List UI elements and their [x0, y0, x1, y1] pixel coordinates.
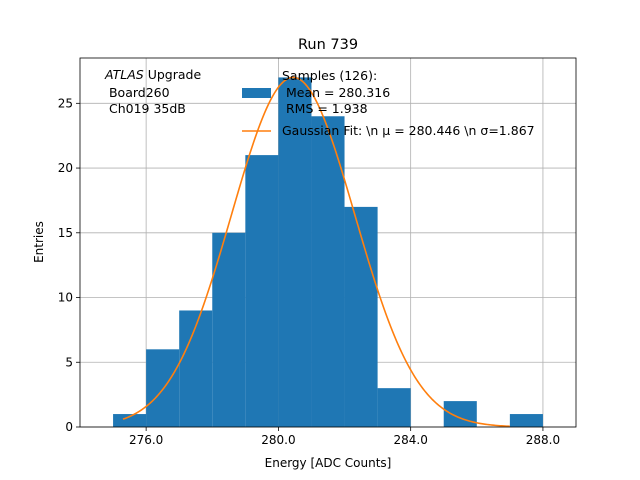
legend-fit-label: Gaussian Fit: \n μ = 280.446 \n σ=1.867: [282, 123, 535, 138]
x-axis-label: Energy [ADC Counts]: [265, 456, 392, 470]
chart-title: Run 739: [298, 37, 358, 53]
x-tick-label: 288.0: [526, 433, 560, 447]
x-tick-label: 284.0: [393, 433, 427, 447]
x-tick-label: 280.0: [261, 433, 295, 447]
histogram-bar: [245, 155, 279, 427]
y-tick-label: 10: [58, 291, 73, 305]
upgrade-label: Upgrade: [144, 67, 202, 82]
histogram-bar: [146, 349, 180, 427]
gaussian-fit: [122, 76, 510, 428]
histogram-bars: [113, 77, 543, 428]
histogram-bar: [377, 388, 411, 427]
histogram-bar: [344, 206, 378, 427]
y-tick-label: 20: [58, 161, 73, 175]
fit-curve: [122, 76, 510, 428]
y-tick-label: 25: [58, 96, 73, 110]
plot-frame: [79, 57, 577, 428]
x-axis-ticks: 276.0 280.0 284.0 288.0: [129, 427, 560, 447]
atlas-annotation: ATLAS Upgrade Board260 Ch019 35dB: [104, 67, 201, 116]
histogram-bar: [212, 232, 246, 427]
y-tick-label: 15: [58, 226, 73, 240]
x-tick-label: 276.0: [129, 433, 163, 447]
svg-text:ATLAS Upgrade: ATLAS Upgrade: [104, 67, 201, 82]
histogram-bar: [179, 310, 213, 427]
board-label: Board260: [105, 85, 170, 100]
y-axis-ticks: 0 5 10 15 20 25: [58, 96, 80, 434]
histogram-bar: [509, 414, 543, 427]
histogram-bar: [311, 116, 345, 428]
y-axis-label: Entries: [32, 221, 46, 263]
legend-samples-swatch: [242, 88, 271, 98]
histogram-bar: [113, 414, 147, 427]
legend-samples-line3: RMS = 1.938: [282, 101, 368, 116]
histogram-bar: [443, 401, 477, 427]
legend: Samples (126): Mean = 280.316 RMS = 1.93…: [242, 68, 535, 138]
y-tick-label: 5: [65, 355, 73, 369]
legend-samples-line2: Mean = 280.316: [282, 85, 390, 100]
histogram-bar: [278, 77, 312, 427]
channel-label: Ch019 35dB: [105, 101, 186, 116]
legend-samples-line1: Samples (126):: [282, 68, 377, 83]
y-tick-label: 0: [65, 420, 73, 434]
atlas-label: ATLAS: [104, 67, 144, 82]
